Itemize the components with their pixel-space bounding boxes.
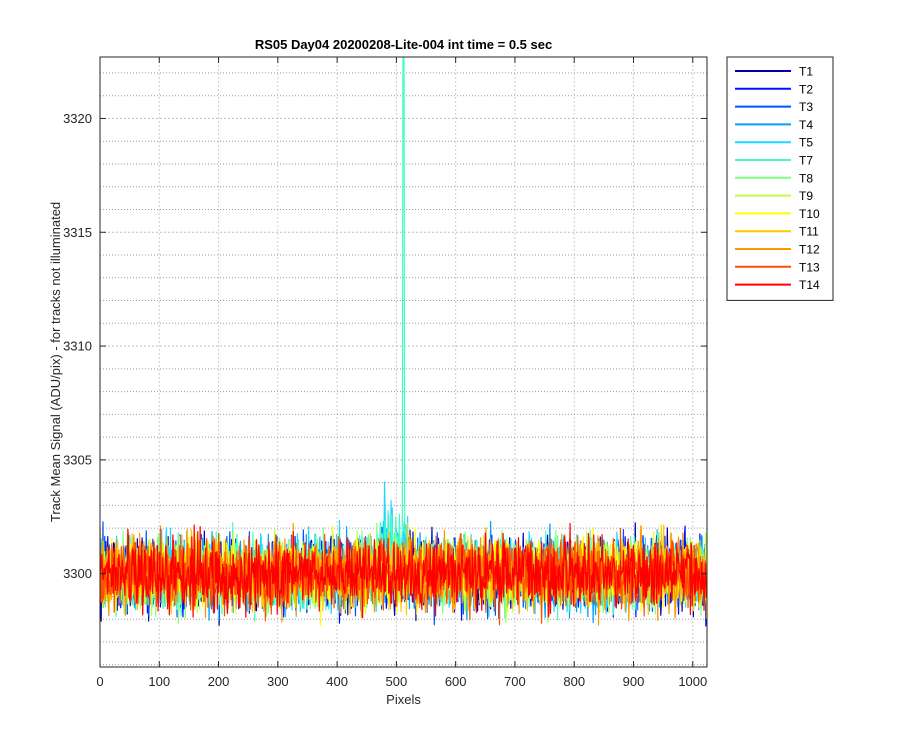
legend-label-t5: T5	[799, 136, 813, 150]
plot-frame	[99, 56, 708, 668]
legend-label-t8: T8	[799, 171, 813, 185]
legend: T1 T2 T3 T4 T5 T7 T8 T9 T10 T11 T12 T13 T14	[726, 56, 834, 301]
legend-label-t10: T10	[799, 207, 820, 221]
legend-label-t1: T1	[799, 65, 813, 79]
y-axis-label: Track Mean Signal (ADU/pix) - for tracks…	[48, 202, 63, 522]
x-tick-label: 300	[267, 674, 289, 689]
x-tick-label: 0	[96, 674, 103, 689]
x-tick-label: 800	[563, 674, 585, 689]
x-tick-label: 900	[623, 674, 645, 689]
x-tick-label: 1000	[678, 674, 707, 689]
x-tick-label: 500	[386, 674, 408, 689]
y-tick-label: 3315	[63, 225, 92, 240]
x-tick-label: 400	[326, 674, 348, 689]
legend-label-t9: T9	[799, 189, 813, 203]
legend-label-t13: T13	[799, 260, 820, 274]
y-tick-label: 3320	[63, 111, 92, 126]
legend-label-t3: T3	[799, 100, 813, 114]
x-tick-label: 200	[208, 674, 230, 689]
legend-label-t11: T11	[799, 225, 819, 239]
legend-label-t14: T14	[799, 278, 820, 292]
y-tick-label: 3300	[63, 566, 92, 581]
x-tick-label: 100	[148, 674, 170, 689]
y-tick-label: 3305	[63, 452, 92, 467]
legend-label-t7: T7	[799, 154, 813, 168]
series-group	[100, 57, 707, 627]
y-tick-label: 3310	[63, 339, 92, 354]
series-line-t14	[100, 522, 707, 619]
grid	[100, 57, 707, 667]
legend-label-t12: T12	[799, 243, 820, 257]
x-tick-label: 600	[445, 674, 467, 689]
axis-ticks: 0 100 200 300 400 500 600 700 800 900 1000 3300 3305…	[63, 57, 707, 689]
legend-label-t4: T4	[799, 118, 813, 132]
chart-title: RS05 Day04 20200208-Lite-004 int time = …	[255, 37, 552, 52]
legend-label-t2: T2	[799, 82, 813, 96]
x-tick-label: 700	[504, 674, 526, 689]
x-axis-label: Pixels	[386, 692, 421, 707]
